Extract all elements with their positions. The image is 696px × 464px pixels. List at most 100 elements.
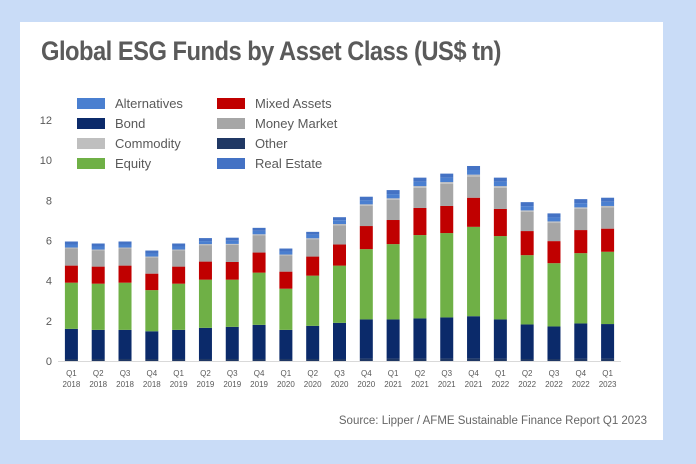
bar-segment-equity xyxy=(64,282,78,329)
bar-segment-bond xyxy=(601,324,615,359)
bar-segment-money-market xyxy=(467,176,481,198)
bar-segment-money-market xyxy=(145,257,159,274)
x-tick-label-year: 2022 xyxy=(518,380,536,389)
bar-stack xyxy=(252,227,266,361)
x-tick-label-year: 2018 xyxy=(63,380,81,389)
bar-segment-equity xyxy=(520,255,534,325)
legend-item-bond: Bond xyxy=(77,116,145,131)
legend-label: Commodity xyxy=(115,136,181,151)
bar-segment-other xyxy=(493,358,507,361)
bar-segment-commodity xyxy=(172,249,186,251)
legend-item-real-estate: Real Estate xyxy=(217,156,322,171)
bar-segment-mixed-assets xyxy=(64,265,78,283)
bar-segment-commodity xyxy=(574,207,588,209)
bar-segment-equity xyxy=(172,283,186,330)
x-tick-label-year: 2021 xyxy=(384,380,402,389)
bar-stack xyxy=(172,243,186,361)
bar-segment-alternatives xyxy=(440,177,454,183)
bar-stack xyxy=(493,177,507,361)
bar-segment-real-estate xyxy=(440,173,454,178)
bar-segment-other xyxy=(91,358,105,361)
bar-segment-commodity xyxy=(493,186,507,188)
bar-stack xyxy=(547,213,561,361)
bar-segment-commodity xyxy=(413,186,427,188)
bar-segment-mixed-assets xyxy=(172,266,186,284)
bar-segment-other xyxy=(413,358,427,361)
bar-segment-real-estate xyxy=(520,202,534,207)
bar-segment-mixed-assets xyxy=(359,226,373,250)
bar-segment-alternatives xyxy=(225,240,239,244)
bar-segment-real-estate xyxy=(118,241,132,245)
bar-segment-other xyxy=(467,358,481,361)
bar-stack xyxy=(333,217,346,361)
bar-segment-alternatives xyxy=(172,246,186,250)
x-tick-label-quarter: Q2 xyxy=(522,369,533,378)
legend-item-alternatives: Alternatives xyxy=(77,96,183,111)
bar-segment-real-estate xyxy=(172,243,186,247)
x-tick-label-quarter: Q4 xyxy=(361,369,372,378)
bar-segment-bond xyxy=(467,316,481,359)
bar-segment-real-estate xyxy=(333,217,346,221)
x-tick-label-quarter: Q2 xyxy=(93,369,104,378)
bar-segment-alternatives xyxy=(306,234,320,239)
bar-segment-mixed-assets xyxy=(440,205,454,234)
bar-segment-equity xyxy=(145,290,159,332)
x-tick-label-quarter: Q1 xyxy=(173,369,184,378)
bar-segment-other xyxy=(547,358,561,361)
bar-segment-commodity xyxy=(467,174,481,177)
bar-segment-commodity xyxy=(359,204,373,206)
bar-segment-bond xyxy=(493,319,507,359)
bar-segment-real-estate xyxy=(279,248,293,252)
bar-stack xyxy=(145,250,159,361)
x-tick-label-quarter: Q3 xyxy=(120,369,131,378)
bar-segment-bond xyxy=(333,322,346,359)
x-tick-label-quarter: Q3 xyxy=(334,369,345,378)
x-tick-label-year: 2019 xyxy=(170,380,188,389)
x-tick-label-year: 2018 xyxy=(116,380,134,389)
bar-segment-real-estate xyxy=(225,237,239,241)
bar-segment-bond xyxy=(252,324,266,359)
bar-stack xyxy=(198,238,212,361)
bar-segment-commodity xyxy=(547,221,561,224)
x-tick-label-year: 2021 xyxy=(411,380,429,389)
bar-segment-money-market xyxy=(64,248,78,266)
bar-segment-bond xyxy=(225,326,239,359)
bar-segment-bond xyxy=(306,325,320,359)
legend-label: Equity xyxy=(115,156,152,171)
bar-segment-alternatives xyxy=(333,220,346,225)
bar-segment-real-estate xyxy=(91,243,105,247)
bar-segment-mixed-assets xyxy=(118,265,132,283)
y-axis: 0 2 4 6 8 10 12 xyxy=(40,115,621,368)
bar-segment-mixed-assets xyxy=(145,273,159,291)
bar-segment-mixed-assets xyxy=(547,241,561,264)
x-tick-label-year: 2022 xyxy=(545,380,563,389)
bar-segment-bond xyxy=(279,329,293,359)
bar-segment-alternatives xyxy=(413,181,427,187)
bar-segment-other xyxy=(145,358,159,361)
legend-swatch xyxy=(77,118,105,129)
bar-segment-other xyxy=(225,358,239,361)
bar-segment-mixed-assets xyxy=(574,230,588,254)
bar-segment-equity xyxy=(225,279,239,327)
bar-segment-equity xyxy=(601,251,615,325)
bar-segment-mixed-assets xyxy=(91,266,105,284)
bar-segment-alternatives xyxy=(386,194,400,199)
bar-segment-bond xyxy=(145,331,159,359)
y-tick-label: 0 xyxy=(46,356,52,368)
bar-stack xyxy=(386,190,400,361)
bar-segment-money-market xyxy=(279,255,293,272)
chart-card: Global ESG Funds by Asset Class (US$ tn)… xyxy=(20,22,663,440)
bar-segment-real-estate xyxy=(359,196,373,201)
bar-segment-mixed-assets xyxy=(306,256,320,276)
bar-segment-alternatives xyxy=(601,201,615,206)
x-tick-label-quarter: Q1 xyxy=(388,369,399,378)
bar-segment-mixed-assets xyxy=(225,261,239,280)
bar-segment-real-estate xyxy=(574,199,588,204)
bar-segment-equity xyxy=(252,272,266,325)
x-tick-label-quarter: Q1 xyxy=(602,369,613,378)
x-tick-label-year: 2020 xyxy=(277,380,295,389)
bar-segment-money-market xyxy=(252,235,266,253)
legend-item-money-market: Money Market xyxy=(217,116,338,131)
x-tick-label-year: 2019 xyxy=(250,380,268,389)
legend-item-commodity: Commodity xyxy=(77,136,181,151)
